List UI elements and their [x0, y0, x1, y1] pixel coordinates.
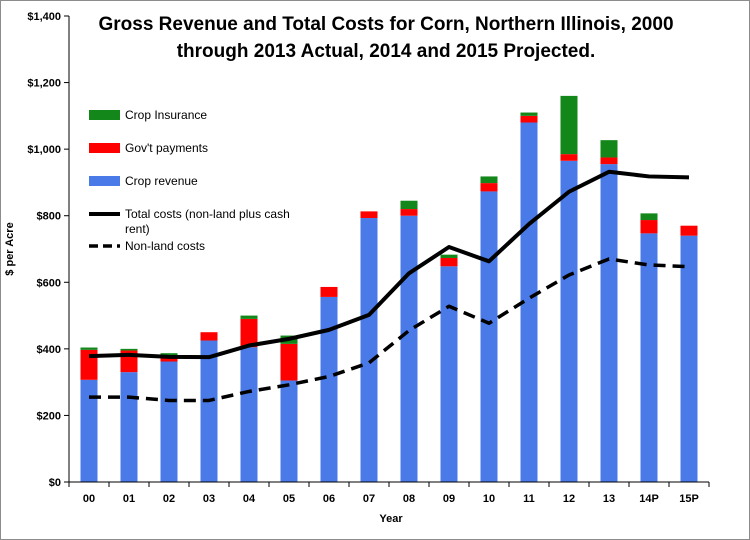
bar-segment	[120, 348, 138, 351]
x-tick-label: 05	[283, 493, 295, 505]
x-tick-label: 03	[203, 493, 215, 505]
bar-segment	[440, 254, 458, 258]
legend-swatch	[89, 176, 120, 186]
x-tick-label: 01	[123, 493, 135, 505]
bar-segment	[240, 347, 258, 482]
bar-segment	[480, 176, 498, 184]
bar-segment	[240, 315, 258, 319]
bar-segment	[400, 215, 418, 482]
x-tick-label: 15P	[679, 493, 699, 505]
bar-segment	[360, 218, 378, 482]
x-tick-label: 12	[563, 493, 575, 505]
y-tick-group: $0 $200 $400 $600 $800 $1,000 $1,200 $1,400	[27, 11, 69, 489]
bar-segment	[80, 379, 98, 482]
bar-segment	[640, 220, 658, 234]
bar-segment	[640, 233, 658, 482]
legend: Crop Insurance Gov't payments Crop revenue…	[89, 108, 290, 253]
x-tick-label: 06	[323, 493, 335, 505]
bar-segment	[200, 340, 218, 482]
x-axis-label: Year	[379, 513, 403, 525]
non-land-costs-line	[89, 257, 690, 403]
x-tick-label: 11	[523, 493, 535, 505]
bar-segment	[600, 157, 618, 165]
y-tick-label: $600	[37, 277, 61, 289]
x-tick-label: 13	[603, 493, 615, 505]
legend-label: Gov't payments	[125, 141, 208, 155]
y-tick-label: $800	[37, 211, 61, 223]
x-tick-label: 00	[83, 493, 95, 505]
bar-segment	[600, 140, 618, 158]
bar-segment	[560, 95, 578, 155]
bar-segment	[360, 211, 378, 219]
x-tick-label: 04	[243, 493, 256, 505]
y-tick-label: $1,200	[27, 78, 61, 90]
bar-segment	[520, 112, 538, 116]
bar-segment	[160, 356, 178, 362]
bar-group	[80, 95, 698, 483]
x-tick-label: 02	[163, 493, 175, 505]
bar-segment	[320, 286, 338, 297]
y-tick-label: $1,400	[27, 11, 61, 23]
legend-label-line: Total costs (non-land plus cash	[125, 207, 290, 221]
bar-segment	[280, 343, 298, 381]
chart-title-line-1: Gross Revenue and Total Costs for Corn, …	[98, 14, 674, 35]
x-tick-label: 07	[363, 493, 375, 505]
bar-segment	[520, 115, 538, 123]
y-tick-label: $200	[37, 410, 61, 422]
total-costs-line	[88, 169, 690, 360]
legend-label-line: rent)	[125, 222, 150, 236]
bar-segment	[560, 160, 578, 483]
bar-segment	[440, 266, 458, 482]
bar-segment	[480, 191, 498, 482]
legend-label: Non-land costs	[125, 239, 205, 253]
bar-segment	[160, 361, 178, 482]
y-tick-label: $400	[37, 344, 61, 356]
bar-segment	[680, 225, 698, 236]
bar-segment	[120, 372, 138, 482]
x-tick-label: 14P	[639, 493, 659, 505]
x-tick-group: 00 01 02 03 04 05 06 07 08 09 10 11 12 13 14P 15P	[68, 482, 710, 505]
bar-segment	[520, 122, 538, 482]
legend-label: Crop Insurance	[125, 108, 207, 122]
x-tick-label: 08	[403, 493, 415, 505]
bar-segment	[320, 296, 338, 482]
bar-segment	[440, 257, 458, 267]
legend-label: Crop revenue	[125, 174, 198, 188]
bar-segment	[640, 213, 658, 221]
line-group	[88, 169, 690, 403]
bar-segment	[600, 164, 618, 482]
bar-segment	[560, 154, 578, 161]
bar-segment	[400, 200, 418, 210]
bar-segment	[680, 235, 698, 482]
bar-segment	[200, 332, 218, 341]
x-tick-label: 09	[443, 493, 455, 505]
y-tick-label: $1,000	[27, 144, 61, 156]
legend-swatch	[89, 110, 120, 120]
bar-segment	[240, 318, 258, 348]
chart-title-line-2: through 2013 Actual, 2014 and 2015 Proje…	[176, 41, 596, 62]
bar-segment	[480, 183, 498, 192]
chart-title: Gross Revenue and Total Costs for Corn, …	[61, 11, 711, 65]
legend-label: Total costs (non-land plus cash rent)	[125, 207, 290, 236]
x-tick-label: 10	[483, 493, 495, 505]
bar-segment	[400, 209, 418, 216]
y-tick-label: $0	[49, 477, 61, 489]
legend-swatch	[89, 143, 120, 153]
bar-segment	[80, 347, 98, 350]
y-axis-label: $ per Acre	[4, 222, 16, 275]
bar-segment	[280, 380, 298, 482]
